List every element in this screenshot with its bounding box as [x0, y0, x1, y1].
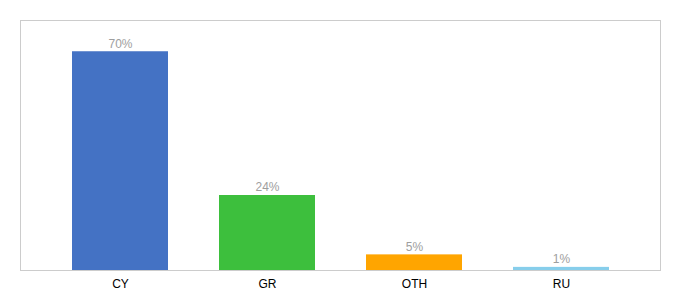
svg-text:24%: 24%: [255, 180, 279, 194]
svg-text:GR: GR: [259, 277, 277, 291]
svg-text:OTH: OTH: [402, 277, 427, 291]
svg-text:5%: 5%: [406, 240, 424, 254]
svg-text:CY: CY: [112, 277, 129, 291]
svg-text:1%: 1%: [553, 252, 571, 266]
svg-text:70%: 70%: [108, 37, 132, 51]
svg-text:RU: RU: [553, 277, 570, 291]
